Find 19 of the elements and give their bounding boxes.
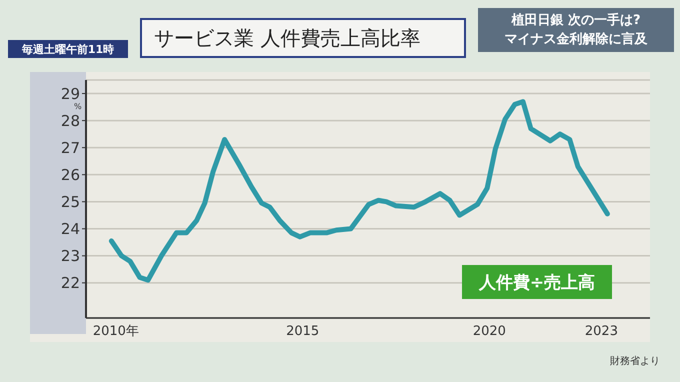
text: 財務省より	[610, 354, 660, 368]
x-tick-label: 2023	[584, 324, 618, 340]
text: 毎週土曜午前11時	[8, 40, 128, 58]
y-tick-label: 27	[60, 138, 80, 157]
text: 植田日銀 次の一手は?	[511, 12, 641, 30]
y-tick-label: 26	[60, 166, 80, 184]
x-tick-label: 2020	[472, 324, 506, 340]
y-tick-label: 29	[60, 84, 80, 103]
text: マイナス金利解除に言及	[504, 30, 648, 49]
y-axis-title: %	[74, 102, 82, 111]
y-tick-label: 23	[60, 247, 80, 266]
x-tick-label: 2010年	[92, 324, 139, 340]
x-tick-label: 2015	[286, 324, 320, 340]
chart-title: サービス業 人件費売上高比率	[140, 18, 466, 58]
y-tick-label: 22	[60, 274, 80, 292]
y-tick-label: 24	[60, 220, 80, 238]
y-tick-label: 25	[60, 193, 80, 212]
annotation: 人件費÷売上高	[462, 265, 612, 299]
y-tick-label: 28	[60, 112, 80, 130]
